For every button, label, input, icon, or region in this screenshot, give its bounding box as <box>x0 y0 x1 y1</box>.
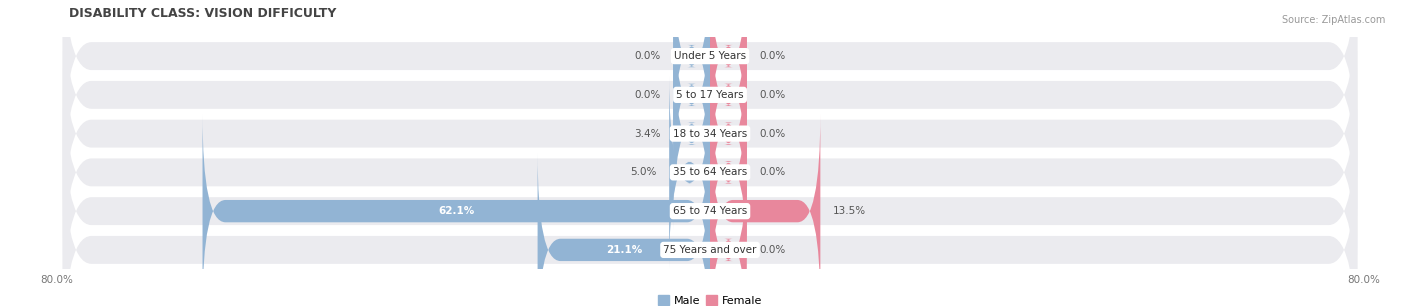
Text: 0.0%: 0.0% <box>759 167 786 177</box>
Text: 62.1%: 62.1% <box>439 206 474 216</box>
FancyBboxPatch shape <box>63 128 1357 306</box>
Text: 35 to 64 Years: 35 to 64 Years <box>673 167 747 177</box>
FancyBboxPatch shape <box>673 0 710 192</box>
Text: 3.4%: 3.4% <box>634 129 661 139</box>
Text: 13.5%: 13.5% <box>832 206 866 216</box>
FancyBboxPatch shape <box>673 0 710 154</box>
Text: 0.0%: 0.0% <box>759 51 786 61</box>
Text: 0.0%: 0.0% <box>634 51 661 61</box>
FancyBboxPatch shape <box>673 36 710 231</box>
Text: 21.1%: 21.1% <box>606 245 643 255</box>
FancyBboxPatch shape <box>63 12 1357 255</box>
Text: 0.0%: 0.0% <box>759 245 786 255</box>
Text: 75 Years and over: 75 Years and over <box>664 245 756 255</box>
Text: Under 5 Years: Under 5 Years <box>673 51 747 61</box>
FancyBboxPatch shape <box>710 114 820 306</box>
FancyBboxPatch shape <box>63 0 1357 217</box>
Text: 5 to 17 Years: 5 to 17 Years <box>676 90 744 100</box>
FancyBboxPatch shape <box>710 75 747 270</box>
FancyBboxPatch shape <box>710 152 747 306</box>
Text: Source: ZipAtlas.com: Source: ZipAtlas.com <box>1281 15 1385 25</box>
FancyBboxPatch shape <box>710 36 747 231</box>
Text: 0.0%: 0.0% <box>759 90 786 100</box>
FancyBboxPatch shape <box>63 89 1357 306</box>
Text: 0.0%: 0.0% <box>759 129 786 139</box>
FancyBboxPatch shape <box>710 0 747 154</box>
Text: 18 to 34 Years: 18 to 34 Years <box>673 129 747 139</box>
FancyBboxPatch shape <box>669 75 710 270</box>
FancyBboxPatch shape <box>710 0 747 192</box>
Text: DISABILITY CLASS: VISION DIFFICULTY: DISABILITY CLASS: VISION DIFFICULTY <box>69 7 336 21</box>
Text: 65 to 74 Years: 65 to 74 Years <box>673 206 747 216</box>
FancyBboxPatch shape <box>537 152 710 306</box>
Text: 5.0%: 5.0% <box>630 167 657 177</box>
FancyBboxPatch shape <box>63 0 1357 178</box>
FancyBboxPatch shape <box>63 51 1357 294</box>
Text: 0.0%: 0.0% <box>634 90 661 100</box>
FancyBboxPatch shape <box>202 114 710 306</box>
Legend: Male, Female: Male, Female <box>658 295 762 306</box>
